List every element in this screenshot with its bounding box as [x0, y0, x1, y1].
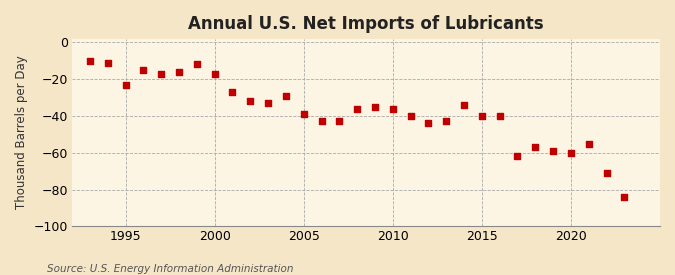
- Point: [156, 72, 167, 76]
- Point: [263, 101, 273, 105]
- Point: [387, 106, 398, 111]
- Point: [441, 119, 452, 124]
- Point: [192, 62, 202, 67]
- Point: [245, 99, 256, 103]
- Point: [281, 94, 292, 98]
- Point: [619, 195, 630, 199]
- Point: [583, 141, 594, 146]
- Point: [566, 150, 576, 155]
- Point: [298, 112, 309, 116]
- Point: [138, 68, 148, 72]
- Text: Source: U.S. Energy Information Administration: Source: U.S. Energy Information Administ…: [47, 264, 294, 274]
- Point: [209, 72, 220, 76]
- Point: [405, 114, 416, 118]
- Point: [477, 114, 487, 118]
- Point: [494, 114, 505, 118]
- Y-axis label: Thousand Barrels per Day: Thousand Barrels per Day: [15, 56, 28, 209]
- Point: [530, 145, 541, 149]
- Point: [423, 121, 434, 125]
- Point: [103, 60, 113, 65]
- Point: [120, 82, 131, 87]
- Point: [352, 106, 362, 111]
- Point: [512, 154, 523, 159]
- Title: Annual U.S. Net Imports of Lubricants: Annual U.S. Net Imports of Lubricants: [188, 15, 544, 33]
- Point: [316, 119, 327, 124]
- Point: [369, 104, 380, 109]
- Point: [334, 119, 345, 124]
- Point: [84, 59, 95, 63]
- Point: [458, 103, 469, 107]
- Point: [227, 90, 238, 94]
- Point: [173, 70, 184, 74]
- Point: [547, 149, 558, 153]
- Point: [601, 171, 612, 175]
